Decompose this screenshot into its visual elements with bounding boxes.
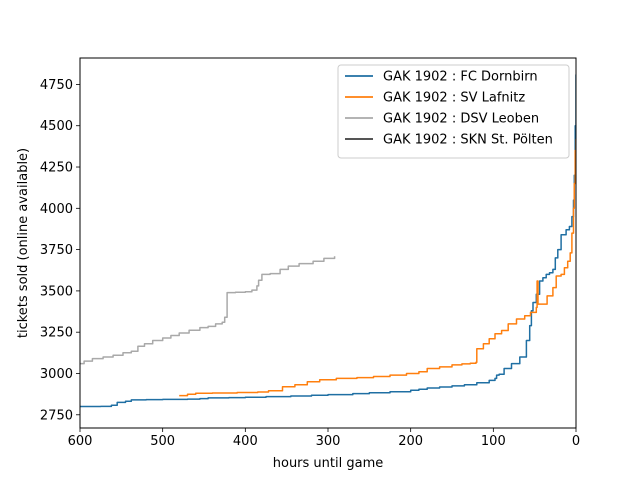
y-tick-label: 4250 bbox=[40, 161, 73, 176]
x-tick-label: 200 bbox=[398, 434, 423, 449]
legend-entry: GAK 1902 : SKN St. Pölten bbox=[383, 133, 553, 148]
y-tick-label: 2750 bbox=[40, 408, 73, 423]
y-axis-title: tickets sold (online available) bbox=[16, 148, 31, 338]
series-line-3 bbox=[80, 256, 336, 365]
legend-entry: GAK 1902 : DSV Leoben bbox=[383, 112, 539, 127]
legend: GAK 1902 : FC Dornbirn GAK 1902 : SV Lafn… bbox=[337, 64, 570, 159]
x-tick-label: 400 bbox=[233, 434, 258, 449]
y-tick-label: 4500 bbox=[40, 119, 73, 134]
y-tick-label: 3750 bbox=[40, 243, 73, 258]
y-tick-label: 3250 bbox=[40, 326, 73, 341]
x-tick-label: 500 bbox=[150, 434, 175, 449]
legend-box bbox=[337, 64, 570, 159]
series-line-2 bbox=[179, 138, 576, 397]
x-tick-label: 600 bbox=[68, 434, 93, 449]
x-tick-label: 100 bbox=[481, 434, 506, 449]
y-tick-label: 4000 bbox=[40, 202, 73, 217]
y-tick-label: 3000 bbox=[40, 367, 73, 382]
y-axis-ticks: 2750 3000 3250 3500 3750 4000 4250 4500 4750 bbox=[40, 78, 80, 423]
x-tick-label: 300 bbox=[316, 434, 341, 449]
series-line-1 bbox=[80, 74, 576, 408]
legend-entry: GAK 1902 : SV Lafnitz bbox=[383, 91, 525, 106]
y-tick-label: 4750 bbox=[40, 78, 73, 93]
x-axis-title: hours until game bbox=[273, 456, 384, 471]
x-axis-ticks: 600 500 400 300 200 100 0 bbox=[68, 428, 580, 449]
y-tick-label: 3500 bbox=[40, 284, 73, 299]
x-tick-label: 0 bbox=[572, 434, 580, 449]
series-layer bbox=[80, 74, 576, 408]
legend-entry: GAK 1902 : FC Dornbirn bbox=[383, 70, 538, 85]
